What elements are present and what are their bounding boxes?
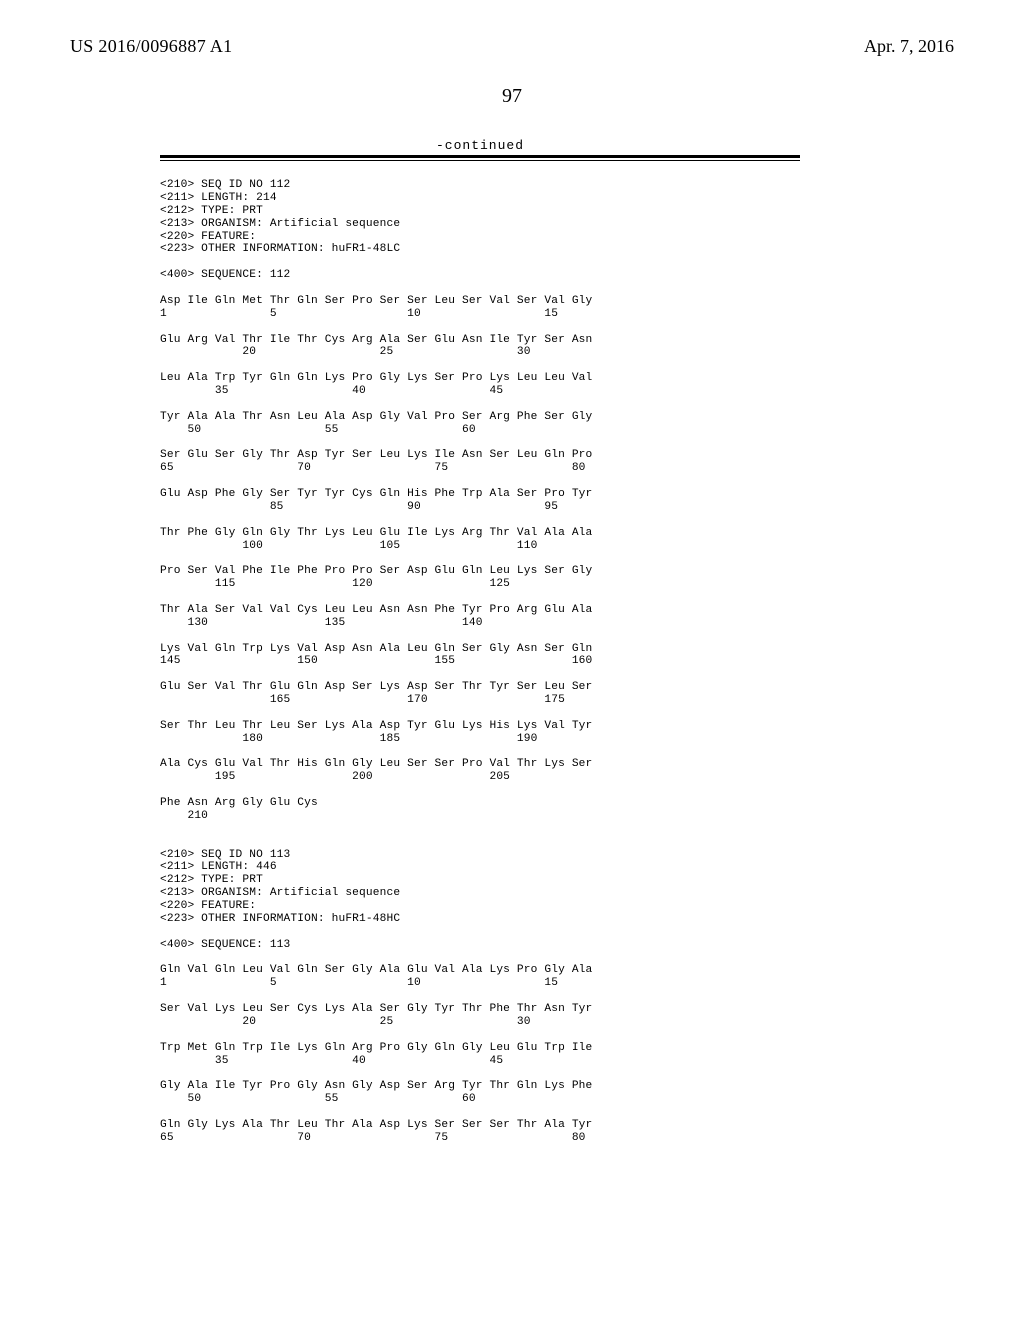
meta-line: <223> OTHER INFORMATION: huFR1-48HC <box>160 913 400 925</box>
seq-line: Glu Asp Phe Gly Ser Tyr Tyr Cys Gln His … <box>160 488 592 500</box>
seq-numbers: 145 150 155 160 <box>160 655 592 667</box>
seq-line: Ser Thr Leu Thr Leu Ser Lys Ala Asp Tyr … <box>160 720 592 732</box>
seq-numbers: 130 135 140 <box>160 617 483 629</box>
seq-numbers: 195 200 205 <box>160 771 510 783</box>
rule-top <box>160 155 800 158</box>
seq-numbers: 20 25 30 <box>160 346 531 358</box>
meta-line: <213> ORGANISM: Artificial sequence <box>160 218 400 230</box>
seq-line: Lys Val Gln Trp Lys Val Asp Asn Ala Leu … <box>160 643 592 655</box>
seq-line: Glu Arg Val Thr Ile Thr Cys Arg Ala Ser … <box>160 334 592 346</box>
seq-line: Leu Ala Trp Tyr Gln Gln Lys Pro Gly Lys … <box>160 372 592 384</box>
seq-numbers: 50 55 60 <box>160 424 476 436</box>
meta-line: <223> OTHER INFORMATION: huFR1-48LC <box>160 243 400 255</box>
meta-line: <211> LENGTH: 446 <box>160 861 277 873</box>
seq-line: Trp Met Gln Trp Ile Lys Gln Arg Pro Gly … <box>160 1042 592 1054</box>
seq-line: Glu Ser Val Thr Glu Gln Asp Ser Lys Asp … <box>160 681 592 693</box>
meta-line: <212> TYPE: PRT <box>160 874 263 886</box>
seq-numbers: 165 170 175 <box>160 694 565 706</box>
seq-numbers: 210 <box>160 810 208 822</box>
seq-numbers: 1 5 10 15 <box>160 977 558 989</box>
seq-line: Gln Gly Lys Ala Thr Leu Thr Ala Asp Lys … <box>160 1119 592 1131</box>
meta-line: <213> ORGANISM: Artificial sequence <box>160 887 400 899</box>
rule-bottom <box>160 160 800 161</box>
seq-numbers: 35 40 45 <box>160 1055 503 1067</box>
seq-numbers: 1 5 10 15 <box>160 308 558 320</box>
seq-numbers: 65 70 75 80 <box>160 462 586 474</box>
seq-line: Tyr Ala Ala Thr Asn Leu Ala Asp Gly Val … <box>160 411 592 423</box>
seq-numbers: 100 105 110 <box>160 540 538 552</box>
meta-line: <220> FEATURE: <box>160 231 256 243</box>
meta-line: <212> TYPE: PRT <box>160 205 263 217</box>
seq-line: Phe Asn Arg Gly Glu Cys <box>160 797 318 809</box>
continued-label: -continued <box>160 138 800 153</box>
meta-line: <211> LENGTH: 214 <box>160 192 277 204</box>
seq-numbers: 50 55 60 <box>160 1093 476 1105</box>
seq-numbers: 20 25 30 <box>160 1016 531 1028</box>
meta-line: <400> SEQUENCE: 113 <box>160 939 290 951</box>
page-header: US 2016/0096887 A1 Apr. 7, 2016 <box>70 36 954 57</box>
seq-line: Asp Ile Gln Met Thr Gln Ser Pro Ser Ser … <box>160 295 592 307</box>
seq-line: Ala Cys Glu Val Thr His Gln Gly Leu Ser … <box>160 758 592 770</box>
meta-line: <210> SEQ ID NO 112 <box>160 179 290 191</box>
seq-numbers: 85 90 95 <box>160 501 558 513</box>
seq-line: Thr Phe Gly Gln Gly Thr Lys Leu Glu Ile … <box>160 527 592 539</box>
page-container: US 2016/0096887 A1 Apr. 7, 2016 97 -cont… <box>0 0 1024 1185</box>
seq-line: Ser Glu Ser Gly Thr Asp Tyr Ser Leu Lys … <box>160 449 592 461</box>
seq-numbers: 180 185 190 <box>160 733 538 745</box>
seq-numbers: 35 40 45 <box>160 385 503 397</box>
sequence-listing: <210> SEQ ID NO 112 <211> LENGTH: 214 <2… <box>160 179 954 1145</box>
publication-date: Apr. 7, 2016 <box>864 36 954 57</box>
meta-line: <210> SEQ ID NO 113 <box>160 849 290 861</box>
seq-line: Gln Val Gln Leu Val Gln Ser Gly Ala Glu … <box>160 964 592 976</box>
meta-line: <220> FEATURE: <box>160 900 256 912</box>
seq-line: Pro Ser Val Phe Ile Phe Pro Pro Ser Asp … <box>160 565 592 577</box>
page-number: 97 <box>70 85 954 108</box>
seq-line: Gly Ala Ile Tyr Pro Gly Asn Gly Asp Ser … <box>160 1080 592 1092</box>
meta-line: <400> SEQUENCE: 112 <box>160 269 290 281</box>
publication-number: US 2016/0096887 A1 <box>70 36 232 57</box>
continued-block: -continued <box>160 138 800 161</box>
seq-numbers: 115 120 125 <box>160 578 510 590</box>
seq-line: Ser Val Lys Leu Ser Cys Lys Ala Ser Gly … <box>160 1003 592 1015</box>
seq-line: Thr Ala Ser Val Val Cys Leu Leu Asn Asn … <box>160 604 592 616</box>
seq-numbers: 65 70 75 80 <box>160 1132 586 1144</box>
